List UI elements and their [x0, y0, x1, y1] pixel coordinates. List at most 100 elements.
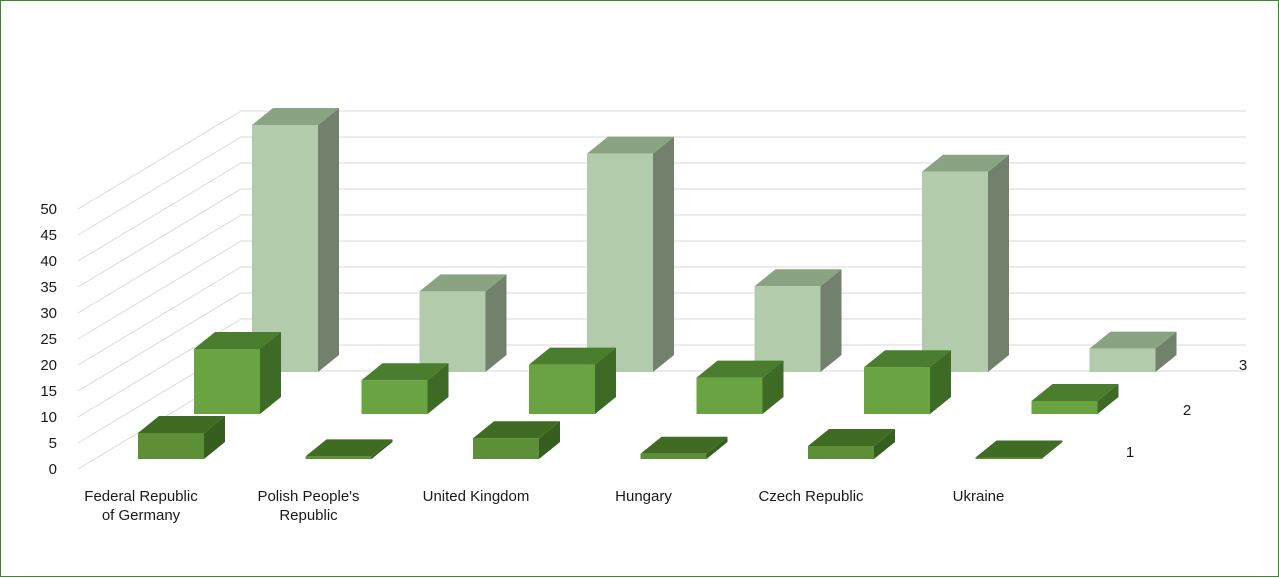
bar-front — [305, 456, 372, 459]
category-label: United Kingdom — [423, 488, 530, 505]
bar-top — [640, 436, 728, 454]
gridline-wall — [77, 266, 242, 366]
bar-front — [640, 453, 707, 459]
bar-front — [696, 377, 763, 414]
bar-top — [361, 363, 449, 381]
bar-top — [808, 429, 895, 446]
gridline-wall — [77, 162, 242, 262]
bar-side — [1155, 331, 1177, 372]
bar-front — [864, 367, 930, 414]
bar-front — [1031, 401, 1098, 414]
bar-side — [595, 347, 616, 414]
bar-top — [194, 332, 281, 349]
bar-top — [1031, 384, 1119, 401]
bar-side — [539, 421, 560, 459]
bar-top — [975, 440, 1063, 458]
bar-1-5 — [975, 440, 1063, 459]
bar-3-1 — [419, 274, 507, 372]
bar-2-1 — [361, 363, 449, 414]
y-tick-label: 5 — [49, 435, 57, 452]
bar-3-4 — [922, 154, 1009, 372]
bar-2-0 — [194, 332, 281, 414]
bar-side — [427, 363, 449, 414]
y-tick-label: 15 — [40, 383, 57, 400]
gridline-wall — [77, 110, 242, 210]
series-depth-label: 3 — [1239, 357, 1247, 374]
bar-front — [194, 349, 260, 414]
bar-side — [653, 136, 674, 372]
bar-side — [371, 439, 393, 459]
y-tick-label: 25 — [40, 331, 57, 348]
bar-top — [529, 347, 616, 365]
bar-1-1 — [305, 439, 393, 459]
bar-top — [922, 154, 1009, 172]
series-depth-labels: 1 2 3 — [1126, 357, 1247, 461]
bar-side — [485, 274, 507, 372]
gridline-wall — [77, 292, 242, 392]
bar-1-3 — [640, 436, 728, 459]
bar-front — [808, 446, 874, 459]
bar-front — [138, 433, 204, 459]
bar-3-2 — [587, 136, 674, 372]
bar-front — [473, 438, 539, 459]
category-labels: Federal Republic of Germany Polish People'… — [84, 488, 1004, 524]
gridline-wall — [77, 188, 242, 288]
bar-top — [1089, 331, 1177, 349]
bar-top — [587, 136, 674, 154]
bar-side — [204, 416, 225, 459]
category-label: Ukraine — [953, 488, 1005, 505]
y-tick-label: 40 — [40, 253, 57, 270]
bar-front — [529, 364, 595, 414]
series-depth-label: 2 — [1183, 402, 1191, 419]
bar-side — [1041, 440, 1063, 459]
bar-front — [419, 291, 486, 372]
bar-2-3 — [696, 360, 784, 414]
bar-1-4 — [808, 429, 895, 459]
bar-front — [922, 171, 988, 372]
bar-1-0 — [138, 416, 225, 459]
category-label: Polish People's Republic — [257, 488, 359, 524]
gridline-wall — [77, 240, 242, 340]
bars — [138, 108, 1177, 459]
bar-2-5 — [1031, 384, 1119, 414]
bar-side — [318, 108, 339, 372]
bar-front — [252, 125, 318, 372]
bar-top — [138, 416, 225, 433]
bar-3-3 — [754, 269, 842, 372]
series-depth-label: 1 — [1126, 444, 1134, 461]
bar-side — [706, 436, 728, 459]
y-axis-ticks: 0 5 10 15 20 25 30 35 40 45 50 — [40, 201, 57, 478]
bar-top — [305, 439, 393, 457]
bar-top — [419, 274, 507, 292]
bar-3-5 — [1089, 331, 1177, 372]
bar-side — [260, 332, 281, 414]
bar-2-2 — [529, 347, 616, 414]
bar-top — [473, 421, 560, 439]
category-label: Czech Republic — [758, 488, 864, 505]
gridline-wall — [77, 136, 242, 236]
bar-2-4 — [864, 350, 951, 414]
bar-front — [975, 457, 1042, 459]
bar-side — [930, 350, 951, 414]
bar-front — [754, 286, 821, 372]
bar-top — [696, 360, 784, 378]
bar-front — [1089, 348, 1156, 372]
gridline-wall — [77, 214, 242, 314]
bar-side — [988, 154, 1009, 372]
bar-3-0 — [252, 108, 339, 372]
bar-top — [754, 269, 842, 287]
category-label: Hungary — [615, 488, 672, 505]
bar-front — [587, 153, 653, 372]
bar-side — [820, 269, 842, 372]
bar-side — [762, 360, 784, 414]
gridlines — [77, 110, 1246, 470]
bar-top — [864, 350, 951, 368]
y-tick-label: 50 — [40, 201, 57, 218]
bar-side — [1097, 384, 1119, 414]
bar-front — [361, 380, 428, 414]
y-tick-label: 20 — [40, 357, 57, 374]
y-tick-label: 30 — [40, 305, 57, 322]
y-tick-label: 35 — [40, 279, 57, 296]
